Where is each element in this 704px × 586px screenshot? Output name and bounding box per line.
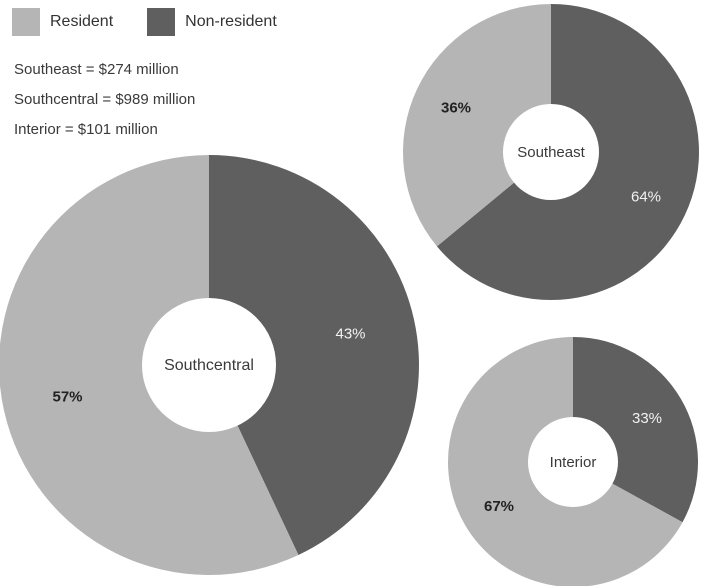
- donut-title-southeast: Southeast: [517, 144, 585, 161]
- total-southeast: Southeast = $274 million: [14, 61, 179, 78]
- label-southeast-nonresident: 64%: [631, 189, 661, 206]
- donut-hole-southeast: [503, 104, 599, 200]
- label-interior-nonresident: 33%: [632, 410, 662, 427]
- label-interior-resident: 67%: [484, 498, 514, 515]
- donut-hole-interior: [528, 417, 618, 507]
- total-interior: Interior = $101 million: [14, 121, 158, 138]
- label-southcentral-resident: 57%: [52, 389, 82, 406]
- legend-item-resident: Resident: [12, 8, 113, 36]
- legend-label-resident: Resident: [50, 13, 114, 30]
- donut-hole-southcentral: [142, 298, 276, 432]
- total-southcentral: Southcentral = $989 million: [14, 91, 196, 108]
- donut-interior: 33% 67% Interior: [448, 337, 699, 586]
- totals-list: Southeast = $274 million Southcentral = …: [14, 55, 195, 145]
- legend-label-nonresident: Non-resident: [185, 13, 277, 30]
- label-southeast-resident: 36%: [441, 99, 471, 116]
- slice-southcentral-nonresident: [209, 155, 419, 556]
- legend-item-nonresident: Non-resident: [147, 8, 277, 36]
- donut-southcentral: 43% 57% Southcentral: [0, 155, 419, 575]
- legend-swatch-resident: [12, 8, 40, 36]
- label-southcentral-nonresident: 43%: [335, 325, 365, 342]
- donut-southeast: 64% 36% Southeast: [402, 4, 699, 300]
- donut-title-interior: Interior: [550, 454, 597, 471]
- slice-southeast-resident: [402, 4, 551, 247]
- donut-title-southcentral: Southcentral: [164, 357, 254, 374]
- legend: Resident Non-resident: [12, 7, 311, 37]
- legend-swatch-nonresident: [147, 8, 176, 36]
